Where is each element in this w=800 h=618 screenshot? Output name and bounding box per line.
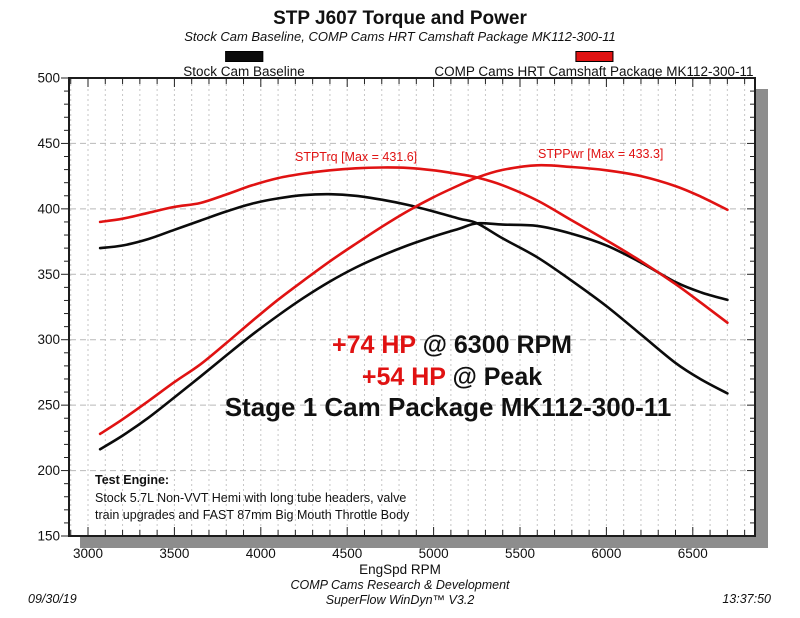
y-tick-label: 450 xyxy=(37,136,60,151)
test-engine-note: Test Engine: Stock 5.7L Non-VVT Hemi wit… xyxy=(95,472,409,525)
y-tick-label: 350 xyxy=(37,267,60,282)
annotation-gain-6300: +74 HP @ 6300 RPM xyxy=(332,332,572,358)
y-tick-label: 250 xyxy=(37,398,60,413)
curve-series-1 xyxy=(98,221,729,451)
x-tick-label: 3500 xyxy=(159,546,189,561)
test-engine-line1: Stock 5.7L Non-VVT Hemi with long tube h… xyxy=(95,490,407,505)
y-tick-label: 200 xyxy=(37,463,60,478)
x-axis-title: EngSpd RPM xyxy=(359,562,441,577)
legend-item-comp: COMP Cams HRT Camshaft Package MK112-300… xyxy=(434,51,754,79)
footer-software: SuperFlow WinDyn™ V3.2 xyxy=(325,593,475,607)
footer-date: 09/30/19 xyxy=(28,592,77,606)
y-tick-label: 150 xyxy=(37,529,60,544)
plot-shadow-right xyxy=(756,89,768,548)
y-tick-label: 400 xyxy=(37,201,60,216)
x-tick-label: 6500 xyxy=(678,546,708,561)
legend-swatch-comp xyxy=(574,51,613,62)
legend-item-stock: Stock Cam Baseline xyxy=(183,51,305,79)
curve-series-3 xyxy=(98,163,729,436)
x-tick-label: 6000 xyxy=(591,546,621,561)
x-tick-label: 4000 xyxy=(246,546,276,561)
test-engine-line2: train upgrades and FAST 87mm Big Mouth T… xyxy=(95,508,410,522)
legend-label-stock: Stock Cam Baseline xyxy=(183,64,305,79)
torque-max-label: STPTrq [Max = 431.6] xyxy=(295,150,418,164)
test-engine-heading: Test Engine: xyxy=(95,473,170,487)
x-tick-label: 3000 xyxy=(73,546,103,561)
plot-shadow-bottom xyxy=(80,537,768,548)
plot-frame xyxy=(68,77,756,537)
annotation-package-name: Stage 1 Cam Package MK112-300-11 xyxy=(224,392,672,422)
y-tick-label: 500 xyxy=(37,71,60,86)
annotation-gain-peak-value: +54 HP xyxy=(361,363,446,391)
curve-series-0 xyxy=(98,192,729,395)
x-tick-label: 5000 xyxy=(419,546,449,561)
y-tick-label: 300 xyxy=(37,332,60,347)
annotation-gain-peak: +54 HP @ Peak xyxy=(362,364,542,390)
footer-time: 13:37:50 xyxy=(722,592,771,606)
legend-label-comp: COMP Cams HRT Camshaft Package MK112-300… xyxy=(434,64,754,79)
annotation-gain-6300-suffix: @ 6300 RPM xyxy=(422,331,573,359)
annotation-gain-6300-value: +74 HP xyxy=(331,331,416,359)
x-tick-label: 4500 xyxy=(332,546,362,561)
page-title: STP J607 Torque and Power xyxy=(273,8,527,29)
curve-series-2 xyxy=(98,166,729,324)
x-tick-label: 5500 xyxy=(505,546,535,561)
footer-org: COMP Cams Research & Development xyxy=(290,578,510,592)
annotation-gain-peak-suffix: @ Peak xyxy=(452,363,543,391)
power-max-label: STPPwr [Max = 433.3] xyxy=(538,147,664,161)
legend-swatch-stock xyxy=(225,51,263,62)
page-subtitle: Stock Cam Baseline, COMP Cams HRT Camsha… xyxy=(184,29,616,44)
